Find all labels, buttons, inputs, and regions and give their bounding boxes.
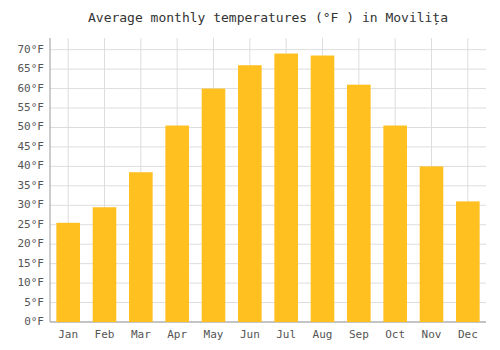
bar (456, 201, 480, 322)
y-tick-label: 65°F (18, 62, 45, 75)
x-tick-label: Feb (95, 328, 115, 341)
x-tick-label: Jul (276, 328, 296, 341)
bar (274, 54, 298, 322)
y-tick-label: 55°F (18, 101, 45, 114)
y-grid-line (50, 146, 486, 147)
y-tick-label: 60°F (18, 82, 45, 95)
y-tick-label: 5°F (24, 296, 44, 309)
chart-svg: 0°F 5°F 10°F 15°F 20°F 25°F 30°F 35°F 40°F 45°F 50… (0, 0, 500, 350)
y-tick-label: 10°F (18, 276, 45, 289)
x-tick-label: Oct (385, 328, 405, 341)
y-axis-line (50, 38, 51, 322)
x-tick-label: Apr (167, 328, 187, 341)
y-grid-line (50, 69, 486, 70)
bars (56, 54, 479, 322)
x-tick-label: Nov (422, 328, 442, 341)
axes: 0°F 5°F 10°F 15°F 20°F 25°F 30°F 35°F 40°F 45°F 50… (18, 38, 487, 341)
y-tick-label: 30°F (18, 198, 45, 211)
x-tick-label: Aug (313, 328, 333, 341)
y-grid-line (50, 49, 486, 50)
bar (420, 166, 444, 322)
bar (202, 89, 226, 322)
bar (383, 126, 407, 322)
y-tick-label: 70°F (18, 43, 45, 56)
y-grid-line (50, 127, 486, 128)
bar (56, 223, 80, 322)
bar (165, 126, 189, 322)
x-tick-label: Jun (240, 328, 260, 341)
bar (93, 207, 117, 322)
x-tick-label: Jan (58, 328, 78, 341)
y-tick-label: 40°F (18, 159, 45, 172)
y-tick-label: 20°F (18, 237, 45, 250)
y-tick-label: 50°F (18, 120, 45, 133)
x-tick-label: Mar (131, 328, 151, 341)
x-tick-label: May (204, 328, 224, 341)
y-tick-label: 35°F (18, 179, 45, 192)
bar (311, 56, 335, 322)
chart-container: 0°F 5°F 10°F 15°F 20°F 25°F 30°F 35°F 40°F 45°F 50… (0, 0, 500, 350)
x-tick-label: Dec (458, 328, 478, 341)
bar (347, 85, 371, 322)
bar (238, 65, 262, 322)
title: Average monthly temperatures (°F ) in Mo… (88, 10, 448, 26)
grid (50, 38, 486, 322)
y-tick-label: 25°F (18, 218, 45, 231)
bar (129, 172, 153, 322)
y-grid-line (50, 108, 486, 109)
y-grid-line (50, 88, 486, 89)
y-tick-label: 0°F (24, 315, 44, 328)
x-tick-label: Sep (349, 328, 369, 341)
y-tick-label: 15°F (18, 257, 45, 270)
y-tick-label: 45°F (18, 140, 45, 153)
